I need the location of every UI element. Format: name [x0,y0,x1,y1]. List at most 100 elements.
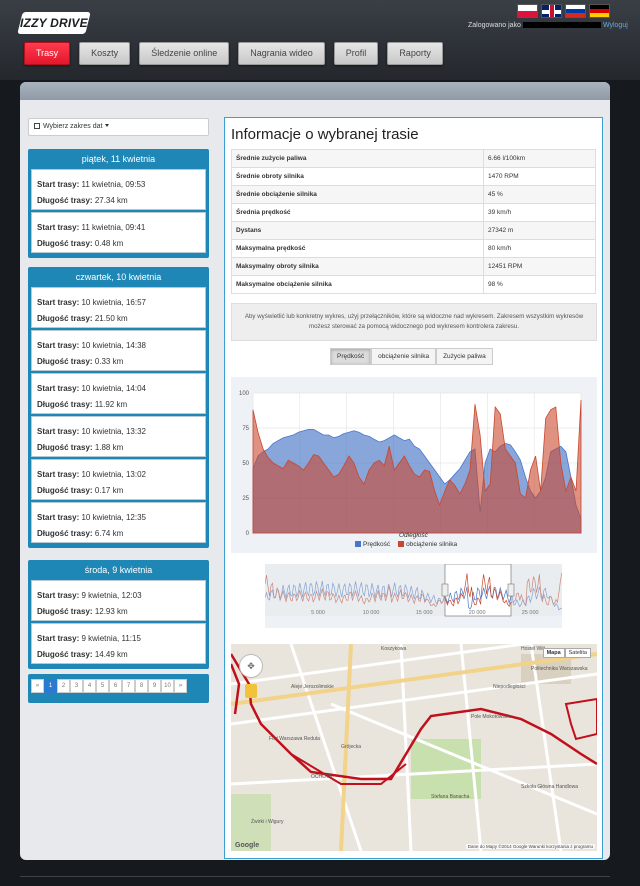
stats-row: Maksymalna prędkość 80 km/h [231,239,596,258]
street-view-pegman-icon[interactable] [245,684,257,698]
pagination-page[interactable]: 5 [96,679,109,693]
trip-item[interactable]: Start trasy: 10 kwietnia, 13:02 Długość t… [31,459,206,500]
trip-info-panel: Informacje o wybranej trasie Średnie zuż… [224,117,603,859]
day-heading: czwartek, 10 kwietnia [75,272,162,282]
trip-start-row: Start trasy: 10 kwietnia, 14:38 [37,341,146,350]
trip-length-row: Długość trasy: 0.48 km [37,239,124,248]
nav-button-4[interactable]: Profil [333,42,379,65]
trip-length-row: Długość trasy: 12.93 km [37,607,128,616]
legend-item-engine-load[interactable]: obciążenie silnika [398,541,457,548]
main-nav: Trasy Koszty Śledzenie online Nagrania wide… [24,42,443,65]
pagination-page[interactable]: 9 [148,679,161,693]
navigator-tick-label: 25 000 [522,610,539,616]
legend-item-speed[interactable]: Prędkość [355,541,390,548]
caret-down-icon [105,124,110,127]
pagination-page[interactable]: 10 [161,679,174,693]
stats-label: Średnie obciążenie silnika [231,185,484,204]
y-tick-label: 0 [246,531,250,537]
trip-length-value: 14.49 km [94,650,128,659]
y-tick-label: 25 [242,496,249,502]
flag-en-icon[interactable] [541,4,562,18]
map-label: Aleje Jerozolimskie [291,684,334,690]
trip-start-value: 10 kwietnia, 14:38 [81,341,146,350]
trip-start-value: 10 kwietnia, 16:57 [81,298,146,307]
map-type-satellite-button[interactable]: Satelita [564,648,591,658]
stats-row: Maksymalny obroty silnika 12451 RPM [231,257,596,276]
trip-item[interactable]: Start trasy: 10 kwietnia, 13:32 Długość t… [31,416,206,457]
navigator-handle-right [507,583,515,597]
stats-row: Maksymalne obciążenie silnika 98 % [231,275,596,294]
trip-length-row: Długość trasy: 27.34 km [37,196,128,205]
route-map[interactable]: Koszykowa Hostel Wilt Politechnika Warszaw… [231,644,597,851]
calendar-icon [34,123,40,129]
chart-x-axis-label: Odległość [399,532,428,539]
map-pan-control[interactable]: ✥ [239,654,263,678]
trip-length-value: 21.50 km [94,314,128,323]
trip-item[interactable]: Start trasy: 10 kwietnia, 14:04 Długość t… [31,373,206,414]
map-label: OCHOTA [311,774,333,780]
trip-item[interactable]: Start trasy: 9 kwietnia, 11:15 Długość tr… [31,623,206,664]
pagination: «1 2 3 4 5 6 7 8 9 10» [28,674,209,703]
pagination-next[interactable]: » [174,679,187,693]
nav-button-0[interactable]: Trasy [24,42,71,65]
chart-toggle-2[interactable]: Zużycie paliwa [436,348,493,365]
flag-ru-icon[interactable] [565,4,586,18]
nav-button-5[interactable]: Raporty [387,42,443,65]
logout-link[interactable]: Wyloguj [602,22,628,29]
stats-label: Średnie zużycie paliwa [231,149,484,168]
pagination-page[interactable]: 1 [44,679,57,693]
trip-item[interactable]: Start trasy: 11 kwietnia, 09:53 Długość t… [31,169,206,210]
trip-item[interactable]: Start trasy: 10 kwietnia, 16:57 Długość t… [31,287,206,328]
trip-start-row: Start trasy: 10 kwietnia, 14:04 [37,384,146,393]
pagination-page[interactable]: 3 [70,679,83,693]
trip-chart[interactable]: 0 25 50 75 100 Odległość Prędkość obciążenie… [231,377,597,553]
pagination-page[interactable]: 6 [109,679,122,693]
stats-row: Dystans 27342 m [231,221,596,240]
nav-button-3[interactable]: Nagrania wideo [238,42,325,65]
trip-length-value: 6.74 km [94,529,124,538]
stats-row: Średnie obciążenie silnika 45 % [231,185,596,204]
pagination-page[interactable]: 2 [57,679,70,693]
trip-start-row: Start trasy: 10 kwietnia, 12:35 [37,513,146,522]
stats-label: Maksymalne obciążenie silnika [231,275,484,294]
flag-pl-icon[interactable] [517,4,538,18]
map-type-map-button[interactable]: Mapa [542,648,565,658]
series-area-1 [252,399,582,534]
trip-length-row: Długość trasy: 21.50 km [37,314,128,323]
chart-help-note: Aby wyświetlić lub konkretny wykres, uży… [231,303,597,341]
stats-label: Dystans [231,221,484,240]
pagination-page[interactable]: 4 [83,679,96,693]
range-navigator[interactable]: 5 000 10 000 15 000 20 000 25 000 [264,563,563,628]
top-bar: IZZY DRIVE Zalogowano jako Wyloguj Trasy K… [0,0,640,80]
trip-item[interactable]: Start trasy: 11 kwietnia, 09:41 Długość t… [31,212,206,253]
y-tick-label: 75 [242,426,249,432]
map-label: Żwirki i Wigury [251,819,284,825]
nav-button-2[interactable]: Śledzenie online [139,42,230,65]
trip-start-row: Start trasy: 11 kwietnia, 09:53 [37,180,146,189]
trip-length-row: Długość trasy: 11.92 km [37,400,128,409]
map-credit[interactable]: Dane do Mapy ©2014 Google Warunki korzys… [465,844,595,849]
map-svg [231,644,597,851]
trip-start-row: Start trasy: 9 kwietnia, 12:03 [37,591,142,600]
pagination-page[interactable]: 7 [122,679,135,693]
date-range-button[interactable]: Wybierz zakres dat [28,118,209,136]
izzy-drive-logo[interactable]: IZZY DRIVE [17,12,91,34]
nav-button-1[interactable]: Koszty [79,42,131,65]
trip-item[interactable]: Start trasy: 10 kwietnia, 14:38 Długość t… [31,330,206,371]
navigator-series-1 [264,572,563,608]
navigator-svg: 5 000 10 000 15 000 20 000 25 000 [264,563,563,617]
stats-label: Średnie obroty silnika [231,167,484,186]
pagination-page[interactable]: 8 [135,679,148,693]
map-label: Pole Mokotowskie [471,714,512,720]
stats-value: 6.66 l/100km [483,149,596,168]
flag-de-icon[interactable] [589,4,610,18]
pagination-prev[interactable]: « [31,679,44,693]
map-label: Stefana Banacha [431,794,470,800]
trip-item[interactable]: Start trasy: 9 kwietnia, 12:03 Długość tr… [31,580,206,621]
stats-value: 39 km/h [483,203,596,222]
chart-toggle-0[interactable]: Prędkość [330,348,372,365]
chart-toggle-1[interactable]: obciążenie silnika [371,348,437,365]
trip-item[interactable]: Start trasy: 10 kwietnia, 12:35 Długość t… [31,502,206,543]
day-heading: środa, 9 kwietnia [84,565,153,575]
google-logo: Google [235,842,260,849]
